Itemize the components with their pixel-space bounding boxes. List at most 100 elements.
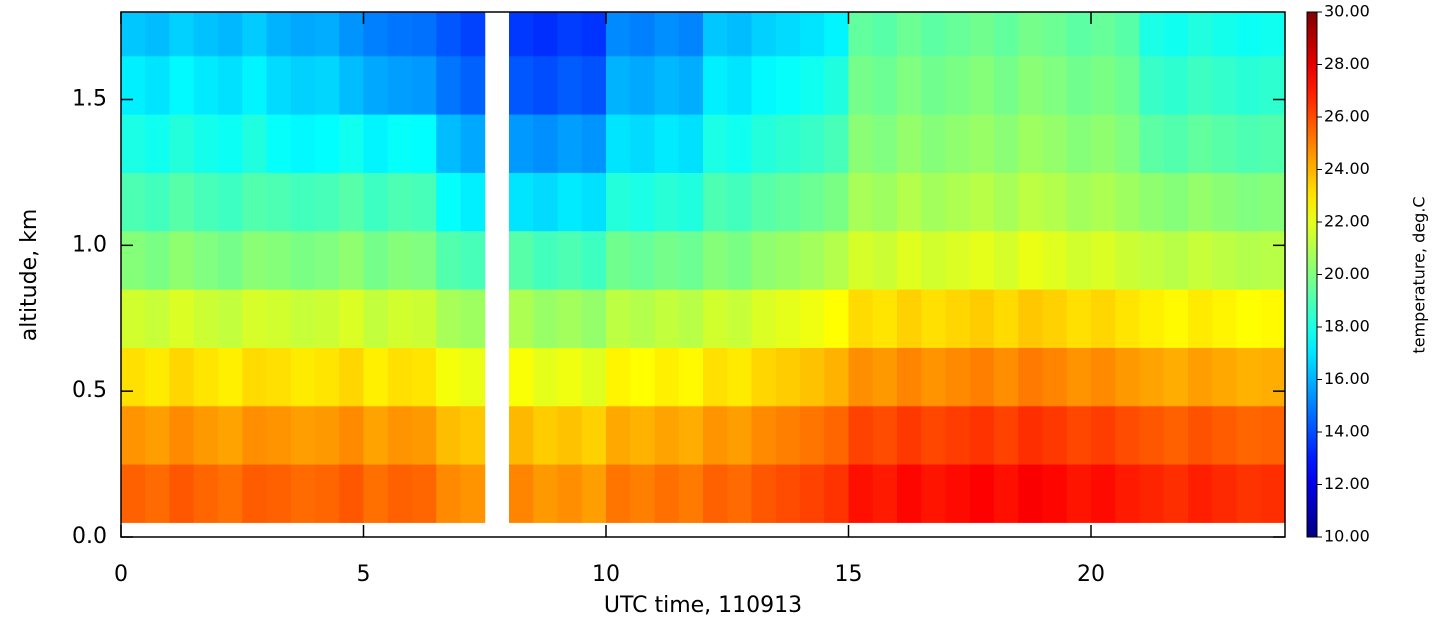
heatmap-cell	[121, 289, 146, 348]
heatmap-cell	[775, 289, 801, 348]
colorbar-tick-label: 18.00	[1324, 317, 1370, 336]
heatmap-cell	[1139, 464, 1165, 523]
heatmap-cell	[703, 114, 728, 173]
heatmap-cell	[218, 347, 243, 407]
heatmap-cell	[509, 347, 534, 407]
heatmap-cell	[509, 12, 534, 57]
heatmap-cell	[436, 405, 461, 465]
heatmap-cell	[1091, 464, 1116, 523]
heatmap-cell	[339, 405, 364, 465]
heatmap-cell	[557, 405, 583, 465]
colorbar-tick-label: 14.00	[1324, 422, 1370, 441]
heatmap-cell	[339, 464, 364, 523]
colorbar-tick-label: 28.00	[1324, 54, 1370, 73]
heatmap-cell	[751, 172, 777, 232]
heatmap-cell	[630, 172, 655, 232]
heatmap-cell	[848, 12, 874, 57]
heatmap-cell	[654, 289, 680, 348]
heatmap-cell	[921, 172, 946, 232]
colorbar-tick-label: 24.00	[1324, 159, 1370, 178]
heatmap-cell	[412, 347, 437, 407]
heatmap-cell	[824, 405, 849, 465]
heatmap-cell	[1212, 172, 1237, 232]
heatmap-cell	[1066, 114, 1092, 173]
heatmap-cell	[1042, 405, 1068, 465]
heatmap-cell	[363, 464, 389, 523]
heatmap-cell	[727, 114, 752, 173]
heatmap-cell	[145, 230, 170, 290]
heatmap-cell	[1091, 114, 1116, 173]
heatmap-cell	[436, 230, 461, 290]
heatmap-cell	[897, 347, 922, 407]
heatmap-cell	[266, 172, 292, 232]
colorbar-tick-label: 10.00	[1324, 527, 1370, 546]
heatmap-cell	[290, 289, 316, 348]
heatmap-cell	[412, 464, 437, 523]
heatmap-cell	[751, 464, 777, 523]
heatmap-cell	[1066, 347, 1092, 407]
heatmap-cell	[1018, 230, 1043, 290]
heatmap-cell	[315, 55, 340, 115]
heatmap-cell	[921, 289, 946, 348]
heatmap-cell	[121, 464, 146, 523]
heatmap-cell	[436, 289, 461, 348]
y-tick-label: 0.5	[72, 378, 107, 403]
heatmap-cell	[727, 464, 752, 523]
heatmap-cell	[557, 114, 583, 173]
heatmap-cell	[1260, 12, 1286, 57]
heatmap-cell	[945, 114, 971, 173]
heatmap-cell	[654, 464, 680, 523]
heatmap-cell	[1260, 405, 1286, 465]
heatmap-cell	[412, 230, 437, 290]
heatmap-cell	[315, 405, 340, 465]
heatmap-cell	[1139, 230, 1165, 290]
heatmap-cell	[1115, 289, 1140, 348]
heatmap-cell	[363, 347, 389, 407]
heatmap-cell	[678, 12, 704, 57]
heatmap-cell	[509, 464, 534, 523]
heatmap-cell	[1163, 55, 1189, 115]
heatmap-cell	[1018, 12, 1043, 57]
heatmap-cell	[1188, 230, 1213, 290]
heatmap-cell	[1066, 405, 1092, 465]
heatmap-cell	[654, 55, 680, 115]
heatmap-cell	[242, 12, 267, 57]
heatmap-cell	[363, 55, 389, 115]
heatmap-cell	[533, 55, 558, 115]
heatmap-cell	[581, 114, 607, 173]
heatmap-cell	[775, 55, 801, 115]
heatmap-cell	[460, 464, 486, 523]
heatmap-cell	[1212, 114, 1237, 173]
heatmap-cell	[1091, 347, 1116, 407]
heatmap-cell	[266, 405, 292, 465]
heatmap-cell	[606, 55, 631, 115]
heatmap-cell	[412, 55, 437, 115]
heatmap-cell	[557, 230, 583, 290]
heatmap-cell	[169, 464, 195, 523]
heatmap-cell	[193, 114, 219, 173]
heatmap-cell	[606, 289, 631, 348]
colorbar-tick-label: 30.00	[1324, 2, 1370, 21]
heatmap-cell	[557, 464, 583, 523]
heatmap-cell	[1188, 55, 1213, 115]
heatmap-cell	[848, 230, 874, 290]
heatmap-cell	[242, 347, 267, 407]
heatmap-cell	[703, 405, 728, 465]
heatmap-cell	[727, 172, 752, 232]
heatmap-cell	[678, 55, 704, 115]
colorbar-label: temperature, deg.C	[1410, 196, 1429, 353]
heatmap-cell	[1018, 55, 1043, 115]
heatmap-cell	[969, 12, 995, 57]
heatmap-cell	[1163, 230, 1189, 290]
heatmap-cell	[1066, 464, 1092, 523]
heatmap-cell	[969, 172, 995, 232]
heatmap-cell	[824, 464, 849, 523]
heatmap-cell	[363, 12, 389, 57]
heatmap-cell	[703, 347, 728, 407]
heatmap-cell	[145, 405, 170, 465]
heatmap-cell	[363, 405, 389, 465]
heatmap-cell	[1139, 405, 1165, 465]
heatmap-cell	[581, 405, 607, 465]
heatmap-cell	[509, 114, 534, 173]
heatmap-cell	[387, 230, 413, 290]
